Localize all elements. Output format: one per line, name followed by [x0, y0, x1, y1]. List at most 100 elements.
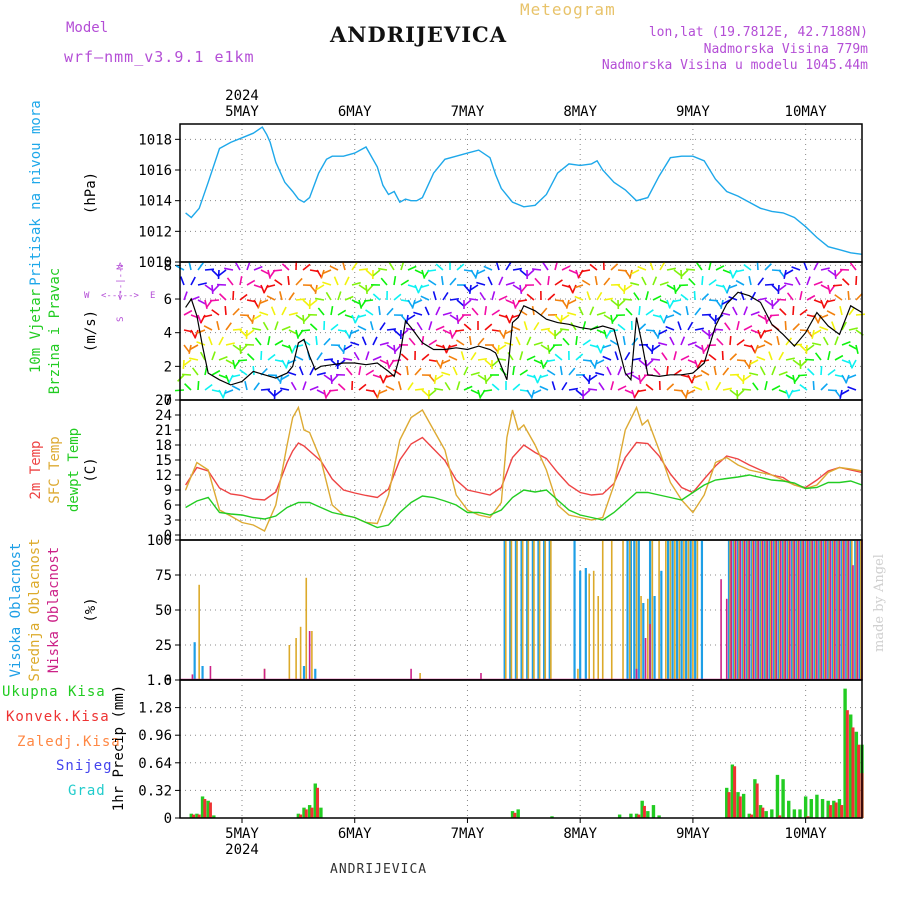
footer-station-name: ANDRIJEVICA [330, 862, 428, 877]
bar [510, 540, 513, 680]
wind-barb [274, 279, 283, 286]
wind-barb [594, 275, 598, 286]
y-tick-label: 24 [155, 408, 172, 424]
wind-barb [760, 366, 766, 376]
wind-barb [477, 337, 485, 346]
x-tick-label-bottom: 7MAY [451, 826, 485, 842]
bar [635, 668, 638, 680]
bar [858, 540, 861, 680]
wind-barb [333, 276, 339, 286]
wind-barb [722, 387, 732, 391]
x-tick-label-bottom: 5MAY [225, 826, 259, 842]
wind-barb [720, 299, 724, 309]
wind-barb [672, 299, 682, 303]
wind-barb [252, 314, 262, 321]
bar [653, 596, 656, 680]
wind-barb [764, 314, 768, 324]
bar [840, 805, 844, 818]
wind-barb [270, 306, 276, 316]
wind-barb [328, 389, 339, 392]
bar [637, 814, 641, 818]
wind-barb [479, 292, 486, 301]
wind-barb [764, 283, 775, 286]
wind-barb [680, 355, 690, 361]
wind-barb [444, 381, 451, 391]
bar [756, 540, 758, 680]
wind-barb [232, 328, 243, 331]
bar [784, 540, 787, 680]
wind-barb [631, 374, 641, 381]
bar [843, 540, 845, 680]
wind-barb [631, 357, 642, 361]
bar [314, 668, 317, 680]
wind-barb [540, 327, 551, 331]
wind-barb [609, 339, 619, 346]
bar [550, 816, 554, 818]
wind-barb [757, 314, 767, 321]
wind-barb [813, 299, 823, 304]
wind-barb [183, 344, 191, 353]
wind-barb [785, 337, 793, 346]
wind-barb [358, 383, 367, 391]
wind-barb [428, 339, 438, 346]
pressure-panel: 1010 1012 1014 1016 1018 Pritisak na nivou mo… [28, 100, 863, 286]
bar [628, 540, 631, 680]
wind-barb [736, 389, 745, 397]
wind-barb [189, 357, 199, 361]
wind-barb [568, 387, 579, 391]
y-tick-label: 1012 [138, 224, 172, 240]
wind-barb [400, 279, 410, 286]
precip-legend-label: Konvek.Kisa [6, 709, 110, 725]
wind-barb [847, 374, 857, 379]
bar [738, 796, 742, 818]
bar [665, 540, 667, 680]
wind-barb [800, 359, 808, 367]
bar [745, 540, 749, 680]
wind-barb [290, 381, 297, 391]
bar [801, 540, 804, 680]
bar [792, 809, 797, 818]
y-tick-label: 4 [164, 326, 172, 342]
wind-barb [722, 367, 730, 376]
bar [648, 540, 652, 680]
wind-barb [344, 276, 350, 286]
x-tick-label-top: 5MAY [225, 104, 259, 120]
wind-barb [212, 284, 220, 293]
wind-barb [630, 269, 640, 275]
wind-barb [771, 366, 776, 376]
wind-barb [610, 263, 619, 271]
wind-barb [721, 299, 731, 305]
wind-barb [411, 299, 416, 309]
wind-barb [337, 383, 346, 391]
bar [757, 540, 760, 680]
wind-barb [191, 367, 199, 376]
bar [642, 603, 645, 680]
wind-barb [665, 314, 675, 319]
wind-barb [806, 329, 814, 338]
wind-barb [323, 337, 331, 346]
wind-barb [841, 359, 851, 364]
bar [755, 783, 759, 818]
wind-barb [822, 336, 829, 346]
wind-barb [498, 276, 504, 286]
wind-barb [559, 365, 563, 376]
model-name: wrf—nmm_v3.9.1 e1km [64, 48, 255, 66]
wind-barb [771, 284, 779, 292]
wind-barb [614, 351, 619, 361]
bar [753, 779, 757, 818]
wind-barb [316, 389, 326, 395]
bar [206, 800, 210, 818]
wind-barb [225, 322, 232, 331]
bar [805, 540, 808, 680]
wind-barb [736, 374, 744, 383]
wind-barb [253, 299, 260, 309]
wind-barb [517, 299, 528, 303]
wind-barb [435, 263, 444, 271]
wind-barb [665, 325, 675, 331]
wind-barb [610, 381, 615, 391]
bar [592, 570, 595, 680]
wind-barb [226, 277, 234, 286]
wind-barb [855, 313, 866, 316]
y-tick-label: 75 [155, 568, 172, 584]
bar [543, 540, 546, 680]
